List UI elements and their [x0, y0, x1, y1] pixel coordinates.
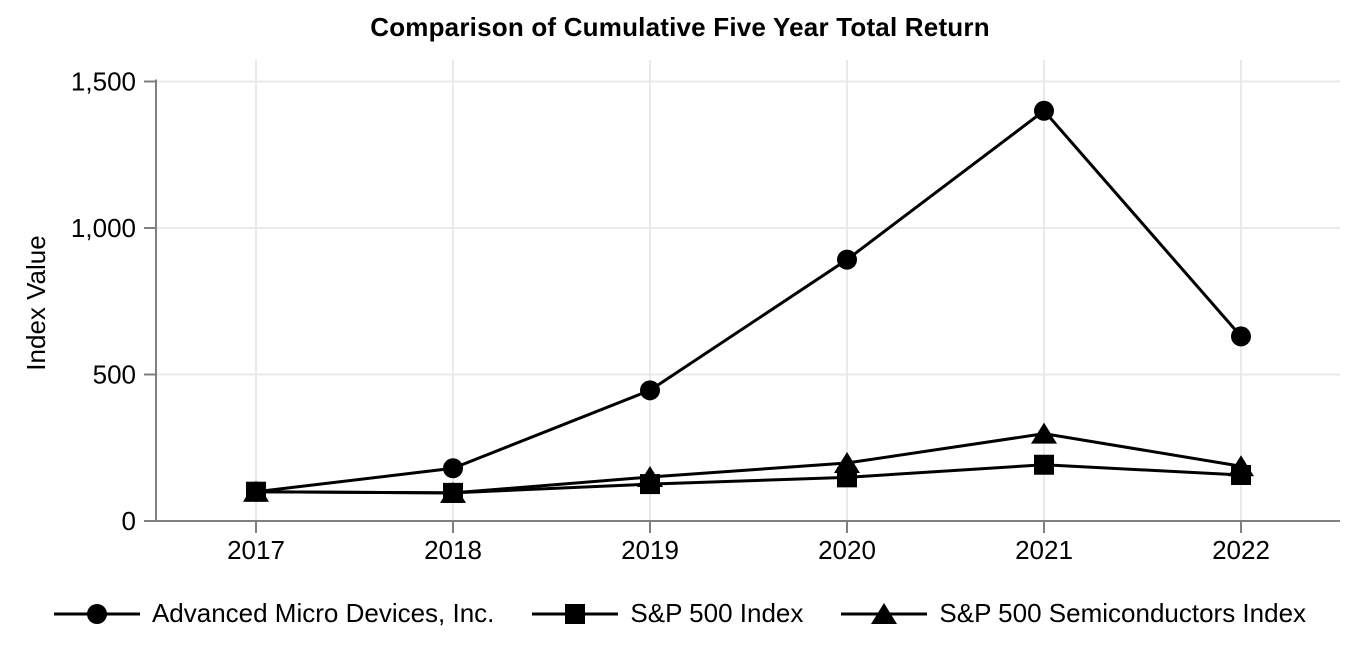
- svg-text:2022: 2022: [1212, 535, 1270, 565]
- circle-marker-icon: [53, 603, 140, 624]
- svg-text:1,000: 1,000: [71, 213, 136, 243]
- svg-text:2018: 2018: [424, 535, 482, 565]
- svg-text:2021: 2021: [1015, 535, 1073, 565]
- legend-label-amd: Advanced Micro Devices, Inc.: [151, 598, 495, 628]
- svg-text:2019: 2019: [621, 535, 679, 565]
- legend-item-sp500-semis: S&P 500 Semiconductors Index: [841, 598, 1306, 629]
- plot-area: 0 500 1,000 1,500 2017 2018 2019 2020 2021 2022: [71, 60, 1340, 565]
- square-marker-icon: [532, 603, 619, 624]
- svg-text:2020: 2020: [818, 535, 876, 565]
- svg-text:2017: 2017: [227, 535, 285, 565]
- triangle-marker-icon: [841, 602, 928, 624]
- chart-title: Comparison of Cumulative Five Year Total…: [370, 12, 990, 42]
- legend-item-sp500: S&P 500 Index: [532, 598, 803, 629]
- svg-text:0: 0: [122, 506, 136, 536]
- svg-text:500: 500: [93, 360, 136, 390]
- legend-label-sp500: S&P 500 Index: [630, 598, 804, 628]
- svg-text:1,500: 1,500: [71, 67, 136, 97]
- chart-legend: Advanced Micro Devices, Inc. S&P 500 Ind…: [0, 598, 1360, 629]
- legend-item-amd: Advanced Micro Devices, Inc.: [53, 598, 495, 629]
- legend-label-sp500-semis: S&P 500 Semiconductors Index: [939, 598, 1307, 628]
